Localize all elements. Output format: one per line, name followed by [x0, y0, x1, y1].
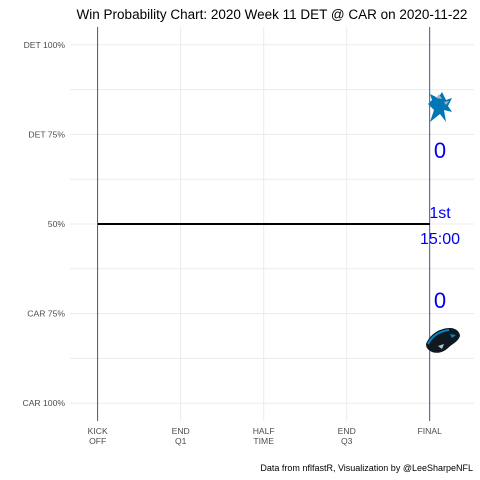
- y-axis: DET 100% DET 75% 50% CAR 75% CAR 100%: [22, 40, 65, 408]
- x-tick-label-line: OFF: [89, 436, 106, 446]
- chart-title: Win Probability Chart: 2020 Week 11 DET …: [77, 7, 468, 22]
- x-tick-label-line: HALF: [253, 426, 275, 436]
- y-tick-label: DET 100%: [24, 40, 66, 50]
- x-tick-label-line: FINAL: [418, 426, 443, 436]
- x-tick-label-line: TIME: [253, 436, 274, 446]
- away-team-logo-lion-icon: [428, 92, 452, 122]
- y-tick-label: CAR 100%: [22, 398, 65, 408]
- game-period: 1st: [429, 205, 451, 222]
- chart-caption: Data from nflfastR, Visualization by @Le…: [260, 463, 473, 473]
- x-tick-label: KICK OFF: [88, 426, 108, 446]
- x-tick-label: END Q1: [172, 426, 190, 446]
- y-tick-label: DET 75%: [28, 129, 65, 139]
- x-tick-label-line: Q3: [341, 436, 353, 446]
- x-tick-label-line: Q1: [175, 436, 187, 446]
- x-tick-label-line: KICK: [88, 426, 108, 436]
- x-tick-label: FINAL: [418, 426, 443, 436]
- x-tick-label: HALF TIME: [253, 426, 275, 446]
- away-team-score: 0: [434, 138, 446, 163]
- game-clock: 15:00: [420, 231, 460, 248]
- y-tick-label: CAR 75%: [27, 309, 65, 319]
- home-team-score: 0: [434, 288, 446, 313]
- x-tick-label-line: END: [338, 426, 356, 436]
- x-tick-label-line: END: [172, 426, 190, 436]
- y-tick-label: 50%: [48, 219, 66, 229]
- home-team-logo-panther-icon: [426, 328, 460, 353]
- x-tick-label: END Q3: [338, 426, 356, 446]
